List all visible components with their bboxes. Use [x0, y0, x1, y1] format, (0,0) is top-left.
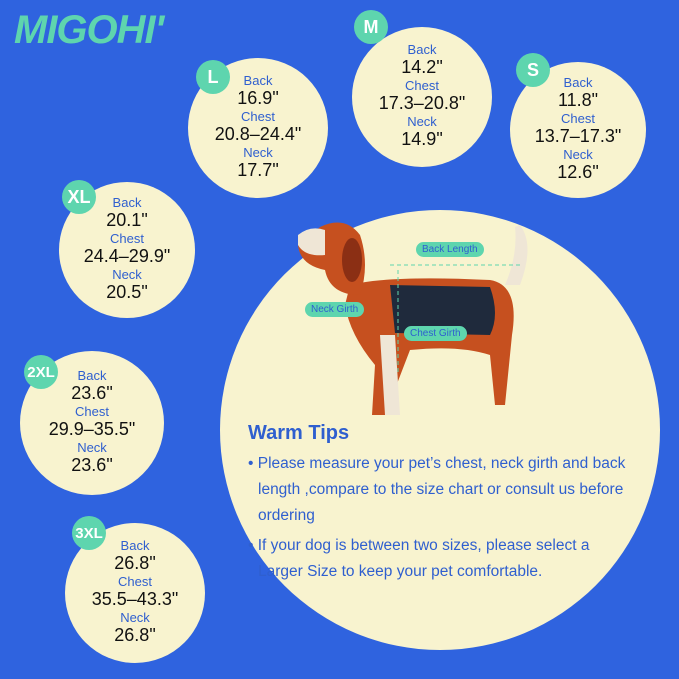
neck: 26.8": [114, 625, 156, 645]
neck-label: Neck: [120, 610, 150, 625]
size-circle-l: Back 16.9" Chest 20.8–24.4" Neck 17.7": [188, 58, 328, 198]
neck: 23.6": [71, 455, 113, 475]
size-badge: M: [354, 10, 388, 44]
chest: 29.9–35.5": [48, 419, 136, 439]
chest-label: Chest: [118, 574, 152, 589]
chest: 20.8–24.4": [214, 124, 302, 144]
brand-logo: MIGOHI': [14, 8, 164, 52]
neck: 12.6": [557, 162, 599, 182]
neck-label: Neck: [243, 145, 273, 160]
chest-label: Chest: [241, 109, 275, 124]
back-label: Back: [120, 538, 150, 553]
size-badge: XL: [62, 180, 96, 214]
back: 11.8": [557, 90, 599, 110]
neck: 17.7": [237, 160, 279, 180]
size-badge: L: [196, 60, 230, 94]
back: 20.1": [106, 210, 148, 230]
neck-label: Neck: [112, 267, 142, 282]
neck-girth-label: Neck Girth: [305, 302, 365, 317]
tips-title: Warm Tips: [248, 422, 350, 444]
size-circle-xl: Back 20.1" Chest 24.4–29.9" Neck 20.5": [59, 182, 195, 318]
back-label: Back: [77, 368, 107, 383]
chest-label: Chest: [405, 78, 439, 93]
warm-tips: Warm Tips • Please measure your pet’s ch…: [248, 422, 628, 589]
back: 23.6": [71, 383, 113, 403]
size-badge: 2XL: [24, 355, 58, 389]
tip-item: • If your dog is between two sizes, plea…: [248, 537, 590, 580]
chest: 24.4–29.9": [83, 246, 171, 266]
chest-label: Chest: [561, 111, 595, 126]
back-length-label: Back Length: [416, 242, 484, 257]
chest: 17.3–20.8": [378, 93, 466, 113]
neck-label: Neck: [407, 114, 437, 129]
neck: 20.5": [106, 282, 148, 302]
size-badge: 3XL: [72, 516, 106, 550]
back-label: Back: [563, 75, 593, 90]
neck-label: Neck: [563, 147, 593, 162]
chest: 13.7–17.3": [534, 126, 622, 146]
back: 16.9": [237, 88, 279, 108]
back-label: Back: [112, 195, 142, 210]
size-circle-3xl: Back 26.8" Chest 35.5–43.3" Neck 26.8": [65, 523, 205, 663]
back-label: Back: [407, 42, 437, 57]
chest-label: Chest: [110, 231, 144, 246]
chest-label: Chest: [75, 404, 109, 419]
size-circle-m: Back 14.2" Chest 17.3–20.8" Neck 14.9": [352, 27, 492, 167]
chest-girth-label: Chest Girth: [404, 326, 467, 341]
dog-illustration: [298, 222, 528, 415]
back: 14.2": [401, 57, 443, 77]
tip-item: • Please measure your pet’s chest, neck …: [248, 455, 626, 524]
chest: 35.5–43.3": [91, 589, 179, 609]
neck-label: Neck: [77, 440, 107, 455]
neck: 14.9": [401, 129, 443, 149]
back: 26.8": [114, 553, 156, 573]
back-label: Back: [243, 73, 273, 88]
size-badge: S: [516, 53, 550, 87]
